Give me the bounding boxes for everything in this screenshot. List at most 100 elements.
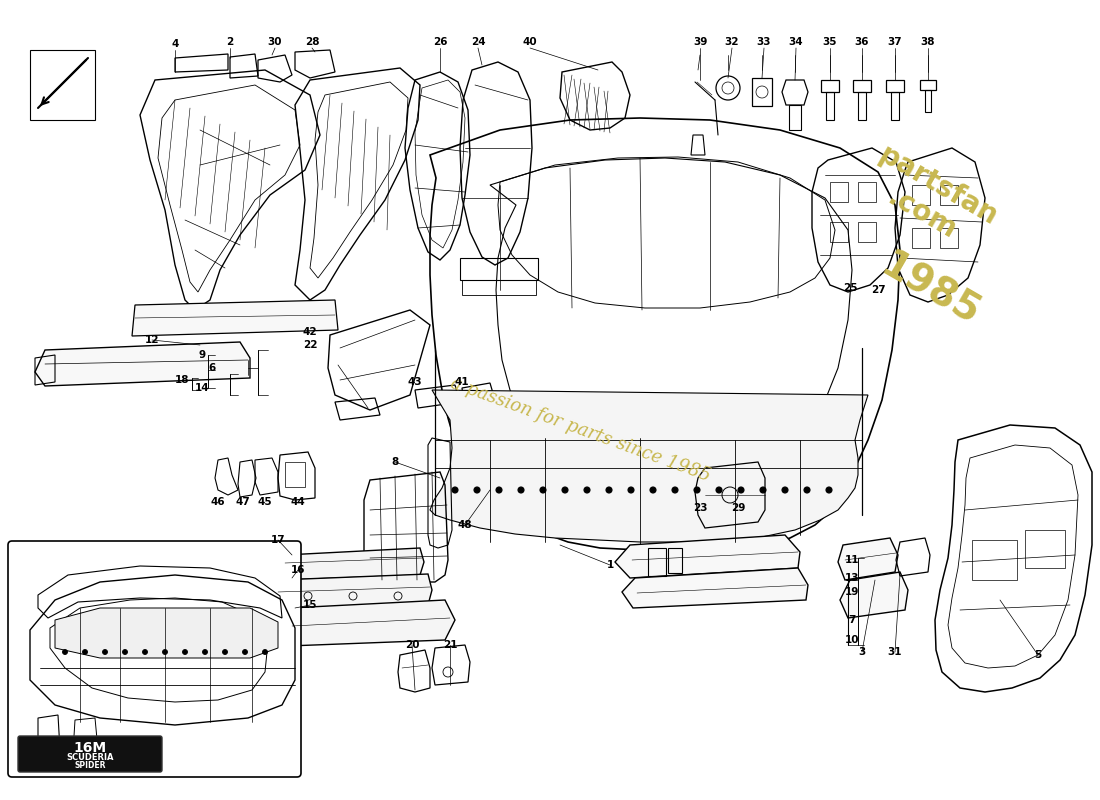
Bar (940, 185, 958, 205)
Text: 41: 41 (454, 377, 470, 387)
Text: 14: 14 (195, 383, 209, 393)
Text: 35: 35 (823, 37, 837, 47)
Text: 22: 22 (302, 340, 317, 350)
Bar (912, 228, 930, 248)
Text: SCUDERIA: SCUDERIA (66, 754, 113, 762)
Circle shape (82, 650, 88, 654)
Polygon shape (838, 538, 898, 580)
Text: 26: 26 (432, 37, 448, 47)
Circle shape (716, 76, 740, 100)
Text: 37: 37 (888, 37, 902, 47)
Text: 16M: 16M (74, 741, 107, 755)
Text: 30: 30 (267, 37, 283, 47)
Bar (858, 222, 876, 242)
Text: 32: 32 (725, 37, 739, 47)
Text: 25: 25 (843, 283, 857, 293)
Text: 21: 21 (442, 640, 458, 650)
Text: 28: 28 (305, 37, 319, 47)
Polygon shape (55, 608, 278, 658)
Circle shape (163, 650, 167, 654)
Text: 47: 47 (235, 497, 251, 507)
Text: 36: 36 (855, 37, 869, 47)
Bar (830, 222, 848, 242)
Bar (752, 78, 772, 106)
Polygon shape (430, 390, 868, 542)
Text: 5: 5 (1034, 650, 1042, 660)
Text: 45: 45 (257, 497, 273, 507)
Circle shape (606, 487, 612, 493)
Text: 40: 40 (522, 37, 537, 47)
Text: 1: 1 (606, 560, 614, 570)
Circle shape (804, 487, 810, 493)
Bar (789, 105, 801, 130)
Polygon shape (278, 548, 424, 580)
Text: 18: 18 (175, 375, 189, 385)
Bar (920, 80, 936, 90)
Circle shape (694, 487, 700, 493)
Text: 29: 29 (730, 503, 745, 513)
Circle shape (650, 487, 656, 493)
Text: 15: 15 (302, 600, 317, 610)
Circle shape (562, 487, 568, 493)
Circle shape (222, 650, 228, 654)
Text: 8: 8 (392, 457, 398, 467)
Circle shape (102, 650, 108, 654)
Circle shape (760, 487, 766, 493)
Text: 31: 31 (888, 647, 902, 657)
Text: 33: 33 (757, 37, 771, 47)
Text: 2: 2 (227, 37, 233, 47)
Text: 24: 24 (471, 37, 485, 47)
Circle shape (452, 487, 458, 493)
Bar (821, 80, 839, 92)
Polygon shape (270, 574, 432, 608)
Text: SPIDER: SPIDER (75, 761, 106, 770)
Polygon shape (621, 568, 808, 608)
Circle shape (826, 487, 832, 493)
Bar (940, 228, 958, 248)
Bar (830, 182, 848, 202)
Polygon shape (35, 342, 250, 386)
Bar (858, 92, 866, 120)
Circle shape (540, 487, 546, 493)
Bar (886, 80, 904, 92)
Circle shape (263, 650, 267, 654)
Bar (285, 462, 305, 487)
Text: 38: 38 (921, 37, 935, 47)
Text: 13: 13 (845, 573, 859, 583)
Bar (925, 90, 931, 112)
Circle shape (782, 487, 788, 493)
Bar (1025, 530, 1065, 568)
Bar (462, 280, 536, 295)
Bar (891, 92, 899, 120)
Bar (668, 548, 682, 573)
Circle shape (474, 487, 480, 493)
Text: 10: 10 (845, 635, 859, 645)
Text: a passion for parts since 1985: a passion for parts since 1985 (448, 374, 713, 486)
Polygon shape (840, 572, 907, 618)
Text: 46: 46 (211, 497, 226, 507)
Circle shape (628, 487, 634, 493)
Text: 23: 23 (693, 503, 707, 513)
Circle shape (722, 82, 734, 94)
Circle shape (518, 487, 524, 493)
Text: 11: 11 (845, 555, 859, 565)
Text: 1985: 1985 (873, 246, 987, 334)
Text: 34: 34 (789, 37, 803, 47)
Text: 6: 6 (208, 363, 216, 373)
Text: 19: 19 (845, 587, 859, 597)
Circle shape (716, 487, 722, 493)
Bar (912, 185, 930, 205)
Circle shape (672, 487, 678, 493)
Circle shape (202, 650, 208, 654)
Text: partsfan
.com: partsfan .com (857, 141, 1002, 259)
Circle shape (584, 487, 590, 493)
Polygon shape (615, 535, 800, 578)
Text: 9: 9 (198, 350, 206, 360)
Bar (460, 258, 538, 280)
Circle shape (183, 650, 187, 654)
Bar (972, 540, 1018, 580)
Text: 16: 16 (290, 565, 306, 575)
Text: 42: 42 (302, 327, 317, 337)
Circle shape (63, 650, 67, 654)
Bar (826, 92, 834, 120)
